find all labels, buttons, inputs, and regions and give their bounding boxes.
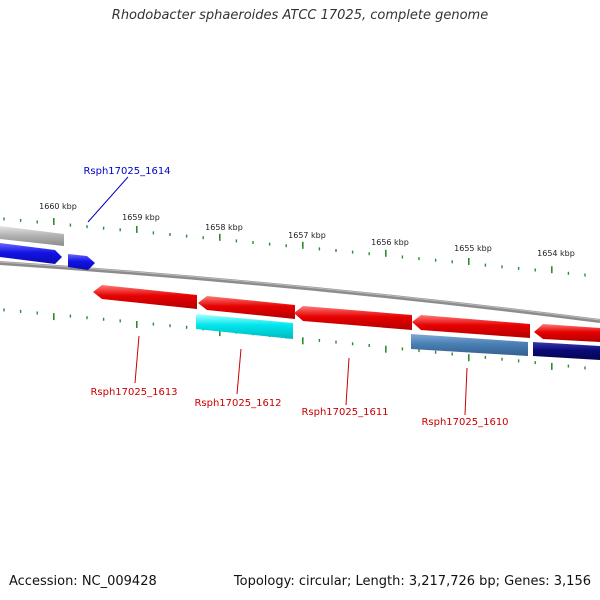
gene-label-rsph17025-1614[interactable]: Rsph17025_1614: [83, 166, 170, 177]
scale-label-1656: 1656 kbp: [371, 238, 409, 247]
gene-red-right[interactable]: [534, 324, 600, 342]
gene-label-rsph17025-1612[interactable]: Rsph17025_1612: [194, 398, 281, 409]
gene-rsph17025-1613[interactable]: [93, 285, 197, 309]
scale-label-1655: 1655 kbp: [454, 244, 492, 253]
scale-labels: 1660 kbp 1659 kbp 1658 kbp 1657 kbp 1656…: [39, 202, 575, 258]
gene-steel-blue[interactable]: [411, 334, 528, 356]
leader-1612: [236, 348, 242, 395]
gene-label-rsph17025-1613[interactable]: Rsph17025_1613: [90, 387, 177, 398]
scale-label-1659: 1659 kbp: [122, 213, 160, 222]
gene-rsph17025-1610-upper[interactable]: [412, 315, 530, 338]
leader-1610: [464, 367, 468, 416]
scale-label-1654: 1654 kbp: [537, 249, 575, 258]
gene-blue-left[interactable]: [0, 243, 62, 264]
leader-1614: [87, 176, 129, 223]
reverse-strand-genes: [93, 285, 600, 360]
scale-label-1657: 1657 kbp: [288, 231, 326, 240]
leader-1611: [345, 357, 350, 406]
scale-label-1658: 1658 kbp: [205, 223, 243, 232]
gene-label-rsph17025-1610[interactable]: Rsph17025_1610: [421, 417, 508, 428]
gene-rsph17025-1614[interactable]: [68, 254, 95, 270]
gene-rsph17025-1612[interactable]: [198, 296, 295, 319]
gene-cyan[interactable]: [196, 314, 293, 339]
genome-summary-text: Topology: circular; Length: 3,217,726 bp…: [233, 574, 591, 589]
gene-gray-partial[interactable]: [0, 226, 64, 246]
gene-labels: Rsph17025_1614 Rsph17025_1613 Rsph17025_…: [83, 166, 508, 428]
scale-ticks-lower: [3, 308, 586, 370]
map-title: Rhodobacter sphaeroides ATCC 17025, comp…: [111, 8, 489, 23]
forward-strand-genes: [0, 226, 95, 270]
gene-rsph17025-1611[interactable]: [294, 306, 412, 330]
leader-1613: [134, 335, 140, 384]
gene-navy[interactable]: [533, 342, 600, 360]
gene-label-rsph17025-1611[interactable]: Rsph17025_1611: [301, 407, 388, 418]
label-leaders: [87, 176, 468, 416]
scale-ticks-upper: [3, 217, 586, 277]
scale-label-1660: 1660 kbp: [39, 202, 77, 211]
accession-text: Accession: NC_009428: [9, 574, 157, 589]
